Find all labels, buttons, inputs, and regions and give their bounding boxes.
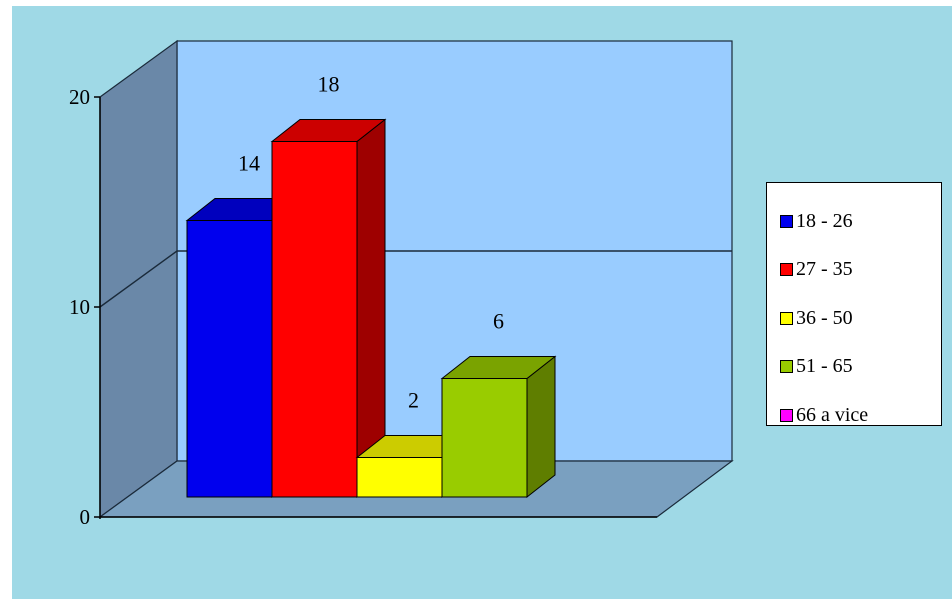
legend-label: 18 - 26 [796, 209, 853, 232]
legend-swatch [780, 311, 793, 325]
chart-legend: 18 - 26 27 - 35 36 - 50 51 - 65 66 a vice [766, 182, 942, 426]
legend-label: 51 - 65 [796, 355, 853, 378]
data-label: 2 [408, 388, 419, 413]
legend-label: 36 - 50 [796, 306, 853, 329]
legend-swatch [780, 360, 793, 374]
gridline [99, 250, 732, 308]
legend-item: 51 - 65 [767, 343, 941, 392]
y-tick-label: 0 [80, 505, 91, 529]
legend-item: 66 a vice [767, 391, 941, 440]
bar [271, 141, 358, 498]
y-tick-label: 10 [69, 295, 90, 319]
bar [186, 220, 273, 498]
legend-item: 27 - 35 [767, 246, 941, 295]
legend-item: 36 - 50 [767, 294, 941, 343]
bar [441, 378, 528, 498]
legend-swatch [780, 263, 793, 277]
legend-label: 27 - 35 [796, 258, 853, 281]
y-tick-label: 20 [69, 85, 90, 109]
data-label: 18 [318, 72, 340, 97]
data-label: 6 [493, 309, 504, 334]
data-label: 14 [238, 151, 260, 176]
legend-swatch [780, 408, 793, 422]
legend-label: 66 a vice [796, 403, 869, 426]
legend-item: 18 - 26 [767, 197, 941, 246]
bar [356, 457, 443, 498]
bar-side [526, 355, 556, 499]
legend-swatch [780, 214, 793, 228]
